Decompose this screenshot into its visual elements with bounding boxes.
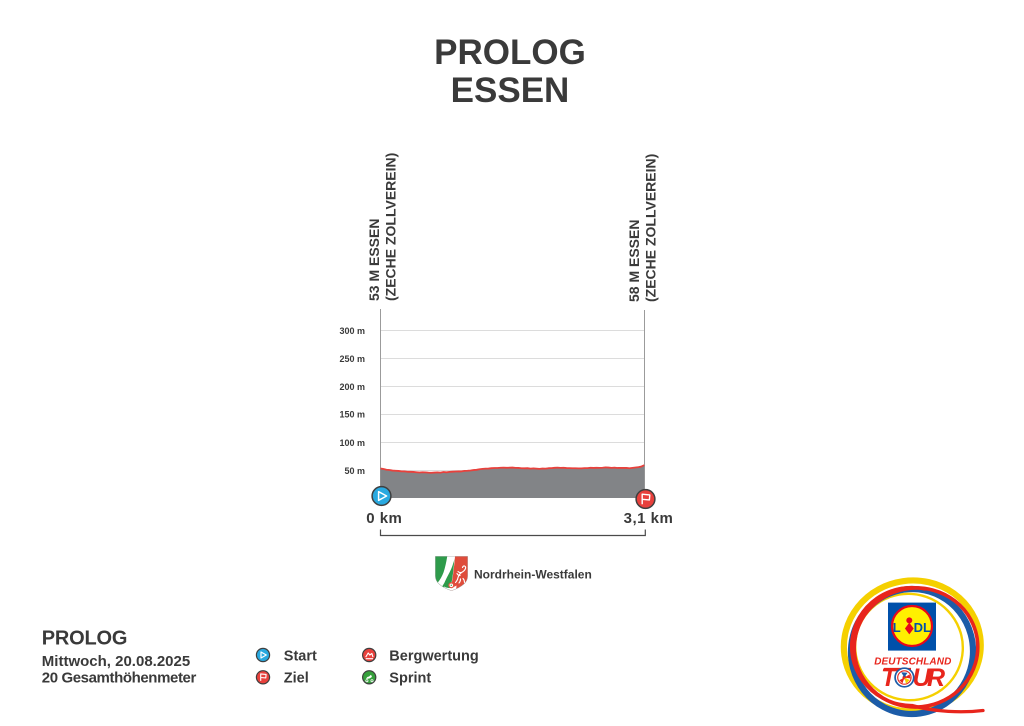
svg-text:Start: Start <box>284 648 317 664</box>
svg-text:250 m: 250 m <box>339 354 365 364</box>
svg-text:58 M ESSEN: 58 M ESSEN <box>626 220 642 302</box>
svg-text:100 m: 100 m <box>339 438 365 448</box>
svg-text:Sprint: Sprint <box>389 671 431 687</box>
svg-text:ESSEN: ESSEN <box>451 71 570 110</box>
svg-text:20 Gesamthöhenmeter: 20 Gesamthöhenmeter <box>42 669 197 686</box>
svg-text:PROLOG: PROLOG <box>434 33 586 72</box>
svg-text:(ZECHE ZOLLVEREIN): (ZECHE ZOLLVEREIN) <box>642 154 658 302</box>
svg-text:DL: DL <box>914 620 931 635</box>
svg-text:R: R <box>927 664 945 692</box>
svg-text:L: L <box>893 620 901 635</box>
svg-text:Mittwoch, 20.08.2025: Mittwoch, 20.08.2025 <box>42 653 190 670</box>
svg-text:Bergwertung: Bergwertung <box>389 648 478 664</box>
svg-text:300 m: 300 m <box>339 326 365 336</box>
svg-text:U: U <box>913 664 932 692</box>
svg-text:53 M ESSEN: 53 M ESSEN <box>366 219 382 301</box>
svg-text:50 m: 50 m <box>344 466 365 476</box>
svg-text:Nordrhein-Westfalen: Nordrhein-Westfalen <box>474 568 592 582</box>
svg-text:PROLOG: PROLOG <box>42 628 127 650</box>
svg-text:0 km: 0 km <box>366 510 402 527</box>
svg-text:DEUTSCHLAND: DEUTSCHLAND <box>874 657 951 668</box>
svg-text:3,1 km: 3,1 km <box>624 510 674 527</box>
svg-text:Ziel: Ziel <box>284 671 309 687</box>
svg-text:200 m: 200 m <box>339 382 365 392</box>
svg-text:150 m: 150 m <box>339 410 365 420</box>
svg-text:(ZECHE ZOLLVEREIN): (ZECHE ZOLLVEREIN) <box>382 153 398 301</box>
